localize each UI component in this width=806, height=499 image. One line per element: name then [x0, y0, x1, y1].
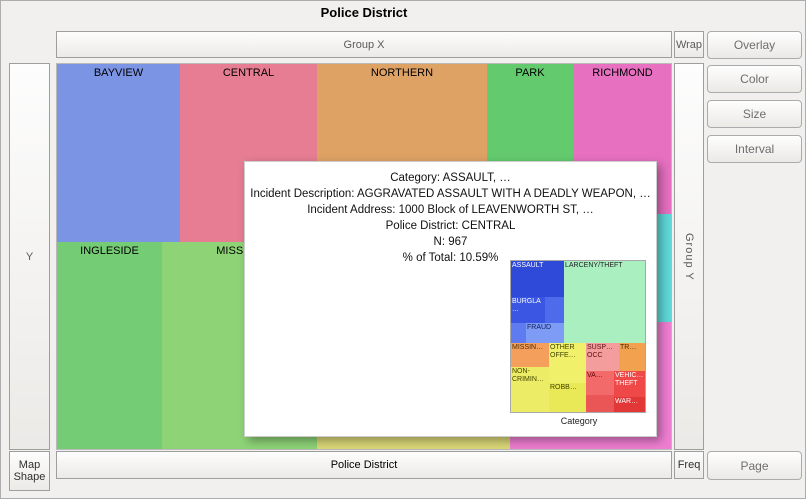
treemap-cell: VA…: [586, 371, 614, 395]
drop-zone-freq[interactable]: Freq: [674, 451, 704, 479]
treemap-cell-label: CENTRAL: [222, 67, 275, 79]
tooltip-line-police-district: Police District: CENTRAL: [385, 220, 516, 232]
treemap-cell: BURGLA…: [511, 297, 545, 323]
tooltip-line-incident-address: Incident Address: 1000 Block of LEAVENWO…: [307, 204, 594, 216]
treemap-cell[interactable]: BAYVIEW: [57, 64, 180, 242]
treemap-cell-label: VEHIC… THEFT: [615, 372, 644, 387]
tooltip-text-block: Category: ASSAULT, … Incident Descriptio…: [245, 162, 656, 266]
page-button-label: Page: [740, 458, 769, 473]
tooltip-thumbnail-plot: ASSAULT LARCENY/THEFT BURGLA… FRAUD MISSIN… N…: [510, 260, 646, 413]
treemap-cell: [586, 395, 614, 412]
treemap-cell-label: PARK: [515, 67, 545, 79]
drop-zone-wrap[interactable]: Wrap: [674, 31, 704, 58]
drop-zone-group-x[interactable]: Group X: [56, 31, 672, 58]
treemap-cell: LARCENY/THEFT: [564, 261, 645, 343]
treemap-cell-label: WAR…: [615, 398, 639, 405]
treemap-cell: NON-CRIMIN…: [511, 367, 549, 412]
tooltip-line-category: Category: ASSAULT, …: [390, 172, 511, 184]
interval-button-label: Interval: [734, 142, 775, 156]
size-button-label: Size: [742, 107, 767, 121]
tooltip-line-pct-of-total: % of Total: 10.59%: [402, 252, 499, 264]
treemap-cell: WAR…: [614, 397, 645, 412]
tooltip-line-n: N: 967: [433, 236, 468, 248]
chart-title: Police District: [320, 5, 408, 20]
drop-zone-freq-label: Freq: [677, 459, 701, 471]
treemap-cell-label: MISSIN…: [512, 344, 544, 351]
tooltip-thumbnail-axis-label: Category: [560, 416, 598, 426]
treemap-cell: OTHER OFFE…: [549, 343, 586, 383]
treemap-cell: FRAUD: [526, 323, 564, 343]
drop-zone-y-label: Y: [25, 250, 34, 263]
drop-zone-wrap-label: Wrap: [675, 38, 703, 51]
treemap-cell[interactable]: PARK: [487, 64, 573, 162]
drop-zone-map-shape-label: Map Shape: [13, 459, 46, 483]
x-axis-label: Police District: [330, 459, 398, 471]
treemap-cell-label: BAYVIEW: [93, 67, 144, 79]
treemap-cell-label: BURGLA…: [512, 298, 541, 313]
treemap-cell-label: OTHER OFFE…: [550, 344, 576, 359]
overlay-button[interactable]: Overlay: [707, 31, 802, 59]
treemap-cell-label: TR…: [620, 344, 637, 351]
drop-zone-group-y-label: Group Y: [683, 232, 695, 281]
treemap-cell-label: ROBB…: [550, 384, 577, 391]
x-axis-label-zone[interactable]: Police District: [56, 451, 672, 479]
drop-zone-map-shape[interactable]: Map Shape: [9, 451, 50, 491]
size-button[interactable]: Size: [707, 100, 802, 128]
treemap-cell: TR…: [619, 343, 645, 371]
drop-zone-group-y[interactable]: Group Y: [674, 63, 704, 450]
treemap-cell: VEHIC… THEFT: [614, 371, 645, 397]
treemap-cell: SUSP… OCC: [586, 343, 619, 371]
treemap-cell: ROBB…: [549, 383, 586, 412]
treemap-cell: ASSAULT: [511, 261, 564, 297]
treemap-cell-label: NON-CRIMIN…: [512, 368, 544, 383]
drop-zone-y[interactable]: Y: [9, 63, 50, 450]
interval-button[interactable]: Interval: [707, 135, 802, 163]
treemap-cell-label: NORTHERN: [370, 67, 434, 79]
tooltip-line-incident-description: Incident Description: AGGRAVATED ASSAULT…: [250, 188, 651, 200]
treemap-cell-label: ASSAULT: [512, 262, 544, 269]
tooltip-thumbnail: ASSAULT LARCENY/THEFT BURGLA… FRAUD MISSIN… N…: [509, 259, 649, 429]
treemap-cell-label: SUSP… OCC: [587, 344, 614, 359]
treemap-cell-label: INGLESIDE: [80, 245, 139, 257]
treemap-cell-label: LARCENY/THEFT: [565, 262, 623, 269]
treemap-cell-label: FRAUD: [527, 324, 552, 331]
drop-zone-group-x-label: Group X: [343, 38, 385, 51]
treemap-cell[interactable]: INGLESIDE: [57, 242, 162, 449]
treemap-cell: MISSIN…: [511, 343, 549, 367]
color-button[interactable]: Color: [707, 65, 802, 93]
treemap-cell: [511, 323, 526, 343]
page-button[interactable]: Page: [707, 451, 802, 480]
overlay-button-label: Overlay: [733, 38, 776, 52]
color-button-label: Color: [740, 72, 769, 86]
hover-tooltip: Category: ASSAULT, … Incident Descriptio…: [244, 161, 657, 437]
treemap-cell: [545, 297, 564, 323]
treemap-cell-label: RICHMOND: [592, 67, 653, 79]
treemap-cell-label: VA…: [587, 372, 603, 379]
